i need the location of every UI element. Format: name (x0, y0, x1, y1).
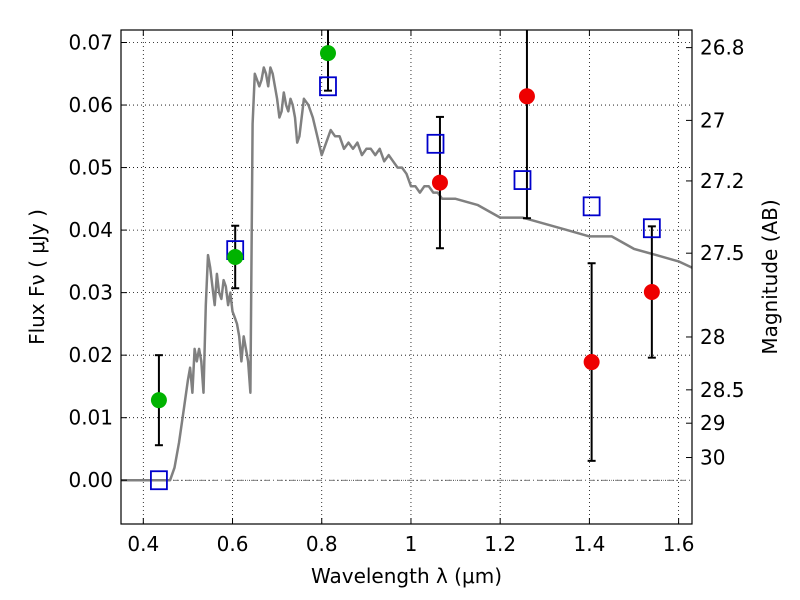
model-photometry-square (642, 218, 661, 239)
y-tick-label: 0.06 (68, 93, 113, 117)
model-photometry-square (426, 133, 445, 154)
x-tick-label: 1.4 (573, 532, 605, 556)
model-photometry-square (150, 470, 168, 491)
y-tick-label: 0.00 (68, 468, 113, 492)
model-photometry-square (513, 170, 532, 190)
observed-point-red (518, 88, 535, 105)
observed-point-red (583, 354, 600, 371)
model-sed-layer (121, 66, 693, 482)
observed-point-green (150, 392, 167, 409)
y-tick-label: 0.04 (68, 218, 113, 242)
x-tick-label: 0.6 (217, 532, 249, 556)
x-tick-label: 0.8 (306, 532, 338, 556)
x-tick-label: 1.2 (484, 532, 516, 556)
observed-point-red (643, 284, 660, 301)
mag-tick-label: 26.8 (700, 36, 745, 60)
y-tick-label: 0.02 (68, 343, 113, 367)
model-photometry-square (582, 196, 601, 217)
mag-tick-label: 29 (700, 411, 725, 435)
y-tick-label: 0.07 (68, 31, 113, 55)
mag-tick-label: 27 (700, 108, 725, 132)
model-photometry-square (319, 76, 337, 97)
observed-point-green (319, 45, 336, 62)
y-tick-label: 0.01 (68, 406, 113, 430)
mag-tick-label: 28.5 (700, 378, 745, 402)
axis-ticks (121, 30, 692, 524)
y-tick-label: 0.05 (68, 156, 113, 180)
x-tick-label: 0.4 (127, 532, 159, 556)
mag-tick-label: 28 (700, 325, 725, 349)
observed-point-green (227, 248, 244, 265)
y-axis-right-label: Magnitude (AB) (758, 199, 782, 354)
x-tick-label: 1 (405, 532, 418, 556)
plot-frame (120, 29, 693, 525)
x-tick-label: 1.6 (663, 532, 695, 556)
data-markers (150, 45, 661, 491)
x-axis-label: Wavelength λ (μm) (311, 564, 502, 588)
mag-tick-label: 27.5 (700, 241, 745, 265)
y-tick-label: 0.03 (68, 281, 113, 305)
model-sed-curve (121, 66, 693, 482)
mag-tick-label: 27.2 (700, 169, 745, 193)
tick-labels: 0.4 0.6 0.8 1 1.2 1.4 1.6 0.00 0.01 0.02 0.03 0.04 0… (68, 31, 744, 556)
observed-point-red (431, 174, 448, 191)
mag-tick-label: 30 (700, 446, 725, 470)
y-axis-label: Flux Fν ( μJy ) (25, 209, 49, 345)
